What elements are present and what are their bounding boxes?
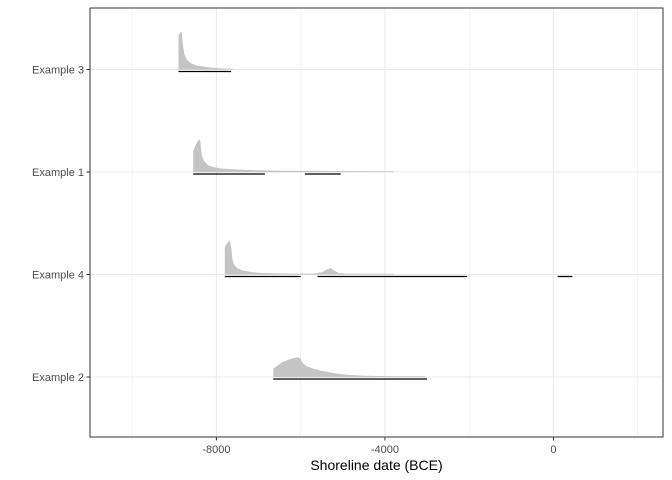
y-tick-label: Example 1 (32, 167, 84, 179)
x-axis-title: Shoreline date (BCE) (310, 457, 442, 473)
grid-layer (90, 8, 663, 437)
panel-border (89, 7, 664, 438)
density-ridge (193, 139, 394, 172)
y-tick-label: Example 3 (32, 65, 84, 77)
density-layer (178, 31, 425, 378)
density-ridge (273, 357, 425, 377)
y-tick-label: Example 2 (32, 372, 84, 384)
density-ridge (224, 240, 394, 275)
axis-layer: -8000 -4000 0 Example 2 Example 4 Example 1 Ex… (32, 65, 557, 457)
x-tick-label: -8000 (202, 444, 230, 456)
x-tick-label: 0 (550, 444, 556, 456)
density-ridge (178, 31, 234, 70)
x-tick-label: -4000 (371, 444, 399, 456)
interval-layer (178, 70, 573, 380)
y-tick-label: Example 4 (32, 270, 84, 282)
